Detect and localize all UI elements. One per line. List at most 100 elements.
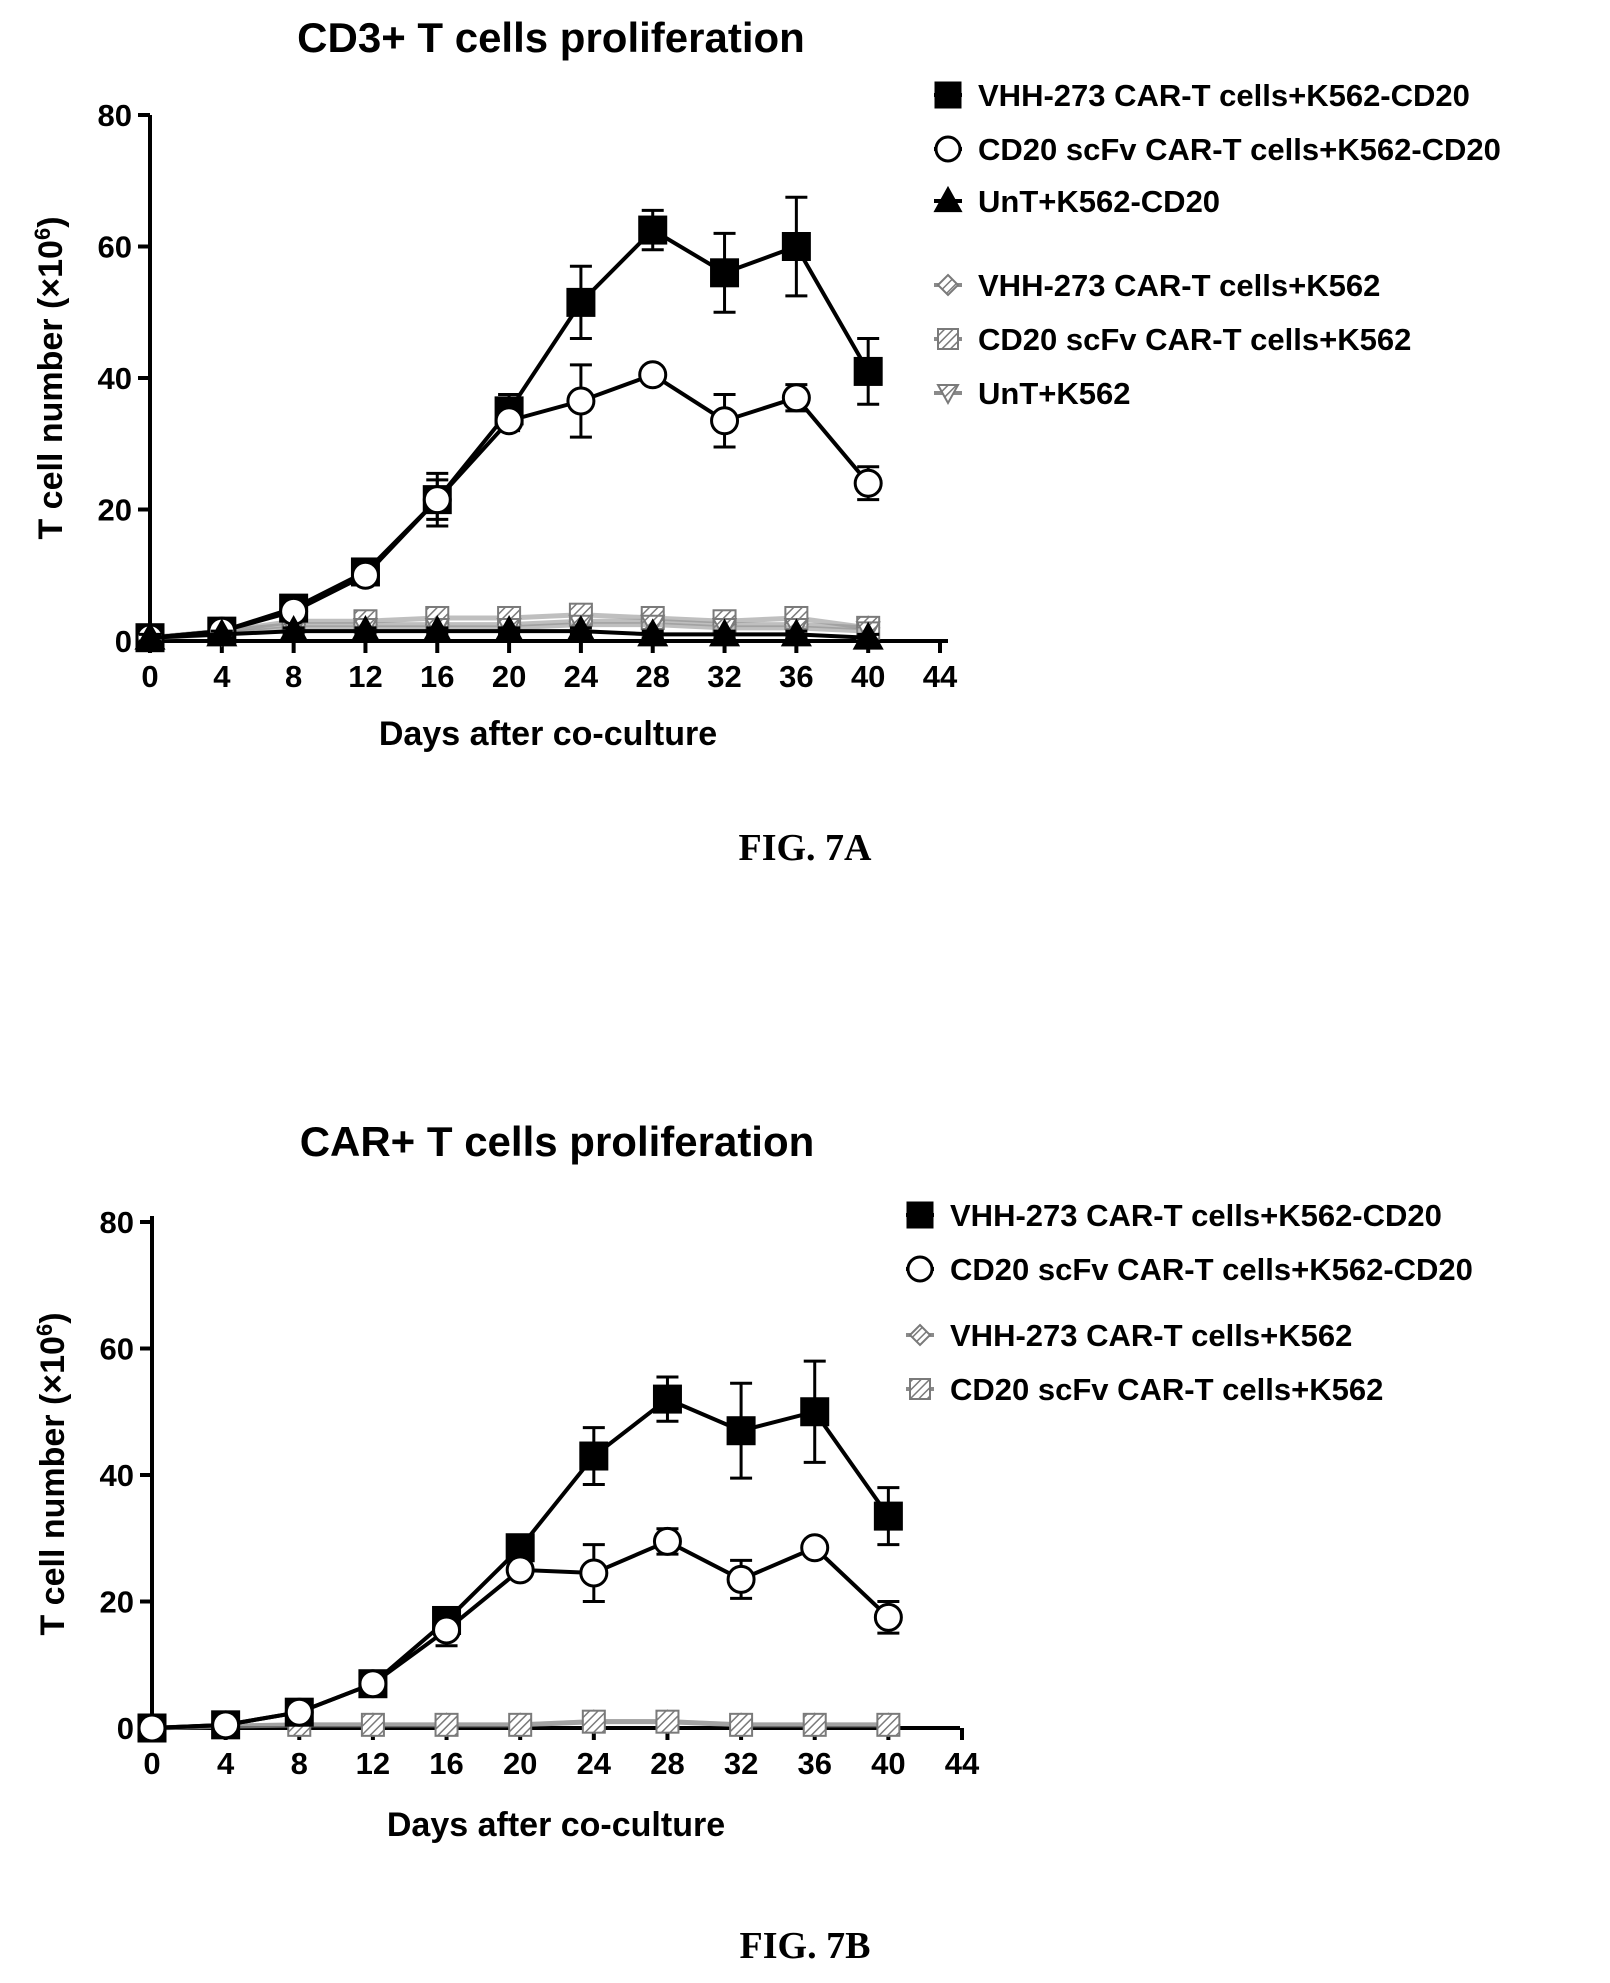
legend-label: VHH-273 CAR-T cells+K562 — [950, 1318, 1352, 1353]
legend-item: UnT+K562 — [934, 376, 1130, 411]
legend-item: CD20 scFv CAR-T cells+K562 — [934, 322, 1411, 357]
figure-caption: FIG. 7A — [739, 827, 873, 869]
legend-symbol — [936, 384, 960, 406]
legend-symbol — [909, 1378, 931, 1400]
data-point — [278, 615, 310, 644]
legend-item: VHH-273 CAR-T cells+K562-CD20 — [934, 78, 1470, 113]
data-point — [652, 1384, 682, 1414]
data-point — [284, 1697, 314, 1727]
data-point — [581, 1709, 606, 1734]
x-tick-label: 20 — [503, 1746, 537, 1781]
data-point — [873, 1602, 903, 1632]
data-series — [134, 615, 884, 650]
legend-symbol — [937, 328, 959, 350]
data-point — [494, 406, 524, 436]
legend-marker-open-circle — [906, 1255, 934, 1283]
legend-marker-filled-triangle — [933, 185, 963, 213]
x-axis-label: Days after co-culture — [379, 715, 717, 753]
data-series — [137, 1526, 903, 1743]
y-tick-label: 60 — [98, 230, 132, 265]
x-tick-label: 8 — [285, 659, 302, 694]
y-tick-label: 80 — [98, 98, 132, 133]
legend-symbol — [934, 81, 962, 109]
data-point — [579, 1558, 609, 1588]
y-axis-label: T cell number (×106) — [32, 1312, 72, 1635]
data-point — [566, 386, 596, 416]
legend-item: CD20 scFv CAR-T cells+K562-CD20 — [906, 1252, 1473, 1287]
x-axis: 0 4 8 12 16 20 24 28 32 36 40 44 — [143, 1726, 980, 1781]
x-tick-label: 36 — [779, 659, 813, 694]
x-tick-label: 28 — [635, 659, 669, 694]
x-tick-label: 32 — [707, 659, 741, 694]
data-point — [566, 287, 596, 317]
y-axis-label-exponent: 6 — [32, 1324, 57, 1336]
data-point — [853, 468, 883, 498]
legend-symbol — [933, 185, 963, 213]
legend-symbol — [908, 1323, 932, 1347]
y-tick-label: 0 — [117, 1711, 134, 1746]
data-point — [876, 1712, 901, 1737]
data-series — [137, 1359, 903, 1743]
data-point — [579, 1441, 609, 1471]
x-tick-label: 0 — [143, 1746, 160, 1781]
data-point — [652, 1526, 682, 1556]
legend-item: VHH-273 CAR-T cells+K562 — [934, 268, 1380, 303]
y-axis: 0 20 40 60 80 — [98, 98, 152, 659]
data-point — [853, 356, 883, 386]
data-point — [638, 360, 668, 390]
x-tick-label: 44 — [945, 1746, 980, 1781]
data-point — [432, 1615, 462, 1645]
data-point — [206, 618, 238, 647]
data-point — [350, 560, 380, 590]
legend: VHH-273 CAR-T cells+K562-CD20 CD20 scFv … — [933, 78, 1501, 411]
data-point — [638, 215, 668, 245]
x-tick-label: 40 — [851, 659, 885, 694]
legend-label: CD20 scFv CAR-T cells+K562-CD20 — [978, 132, 1501, 167]
data-point — [137, 1713, 167, 1743]
legend-item: VHH-273 CAR-T cells+K562 — [906, 1318, 1352, 1353]
data-point — [505, 1555, 535, 1585]
data-point — [358, 1669, 388, 1699]
legend-marker-open-circle — [934, 135, 962, 163]
x-tick-label: 4 — [217, 1746, 235, 1781]
data-series — [140, 1709, 901, 1740]
legend-label: CD20 scFv CAR-T cells+K562 — [978, 322, 1411, 357]
data-point — [726, 1416, 756, 1446]
y-tick-label: 40 — [98, 361, 132, 396]
data-point — [211, 1710, 241, 1740]
x-tick-label: 44 — [923, 659, 958, 694]
y-ticks: 0 20 40 60 80 — [100, 1205, 152, 1746]
legend-item: CD20 scFv CAR-T cells+K562-CD20 — [934, 132, 1501, 167]
chart-panel-7a: CD3+ T cells proliferation 0 20 40 60 80 0 4 8… — [30, 14, 1501, 869]
legend-marker-hatched-diamond — [934, 273, 962, 297]
x-tick-label: 16 — [429, 1746, 463, 1781]
data-point — [873, 1501, 903, 1531]
data-point — [637, 618, 669, 647]
data-point — [780, 618, 812, 647]
y-axis-label: T cell number (×106) — [30, 216, 70, 539]
chart-title: CD3+ T cells proliferation — [297, 14, 805, 61]
legend-marker-filled-square — [906, 1201, 934, 1229]
data-point — [508, 1712, 533, 1737]
x-tick-label: 12 — [356, 1746, 390, 1781]
plot-area — [137, 1359, 903, 1743]
legend: VHH-273 CAR-T cells+K562-CD20 CD20 scFv … — [906, 1198, 1473, 1407]
legend-item: CD20 scFv CAR-T cells+K562 — [906, 1372, 1383, 1407]
chart-title: CAR+ T cells proliferation — [300, 1118, 815, 1165]
data-point — [708, 618, 741, 647]
data-point — [134, 621, 166, 650]
legend-label: VHH-273 CAR-T cells+K562-CD20 — [978, 78, 1470, 113]
legend-marker-hatched-triangle-down — [934, 384, 962, 406]
legend-symbol — [906, 1255, 934, 1283]
data-point — [729, 1712, 754, 1737]
y-tick-label: 40 — [100, 1458, 134, 1493]
data-point — [710, 406, 740, 436]
y-axis: 0 20 40 60 80 — [100, 1205, 154, 1746]
x-tick-label: 20 — [492, 659, 526, 694]
y-ticks: 0 20 40 60 80 — [98, 98, 150, 659]
x-tick-label: 0 — [141, 659, 158, 694]
y-tick-label: 20 — [98, 493, 132, 528]
legend-symbol — [906, 1201, 934, 1229]
chart-panel-7b: CAR+ T cells proliferation 0 20 40 60 80 0 4 8… — [32, 1118, 1473, 1967]
